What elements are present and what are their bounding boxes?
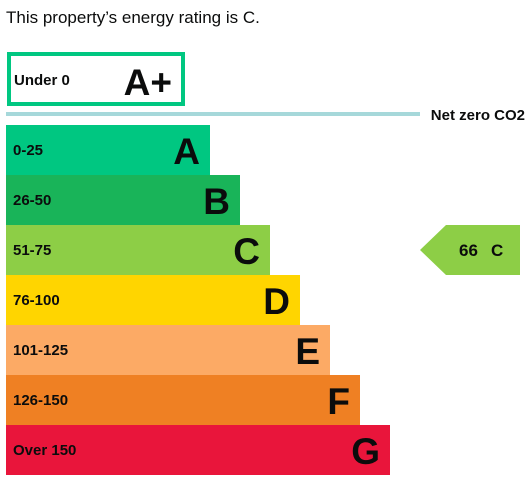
band-e: 101-125 E: [6, 325, 330, 375]
current-rating-indicator: 66 C: [420, 225, 520, 275]
band-bar: [6, 325, 330, 375]
current-rating-letter: C: [491, 241, 503, 260]
band-range-label: 126-150: [13, 392, 68, 409]
band-bar: [6, 275, 300, 325]
band-letter: F: [327, 381, 350, 422]
band-bar: [6, 225, 270, 275]
band-b: 26-50 B: [6, 175, 240, 225]
top-band-box: [7, 52, 185, 106]
net-zero-label: Net zero CO2: [431, 107, 525, 124]
band-range-label: Over 150: [13, 442, 76, 459]
rating-summary: This property’s energy rating is C.: [6, 8, 260, 27]
band-letter: D: [263, 281, 290, 322]
band-letter: B: [203, 181, 230, 222]
band-range-label: 0-25: [13, 142, 43, 159]
band-a: 0-25 A: [6, 125, 210, 175]
current-rating-score: 66: [459, 241, 478, 260]
band-bar: [6, 375, 360, 425]
band-c: 51-75 C: [6, 225, 270, 275]
band-range-label: 76-100: [13, 292, 60, 309]
band-bar: [6, 125, 210, 175]
band-letter: G: [351, 431, 380, 472]
band-range-label: 101-125: [13, 342, 68, 359]
band-bar: [6, 175, 240, 225]
band-range-label: 51-75: [13, 242, 51, 259]
band-letter: E: [295, 331, 320, 372]
band-d: 76-100 D: [6, 275, 300, 325]
current-rating-arrow: [420, 225, 520, 275]
band-bar: [6, 425, 390, 475]
band-g: Over 150 G: [6, 425, 390, 475]
band-letter: C: [233, 231, 260, 272]
band-range-label: 26-50: [13, 192, 51, 209]
band-letter: A: [173, 131, 200, 172]
net-zero-marker: Net zero CO2: [6, 107, 525, 124]
rating-bands: 0-25 A 26-50 B 51-75 C 76-100 D 101-125 E 126-150 F…: [6, 125, 390, 475]
top-band-range-label: Under 0: [14, 72, 70, 89]
top-band: Under 0 A+: [7, 52, 185, 106]
top-band-letter: A+: [124, 62, 172, 103]
band-f: 126-150 F: [6, 375, 360, 425]
